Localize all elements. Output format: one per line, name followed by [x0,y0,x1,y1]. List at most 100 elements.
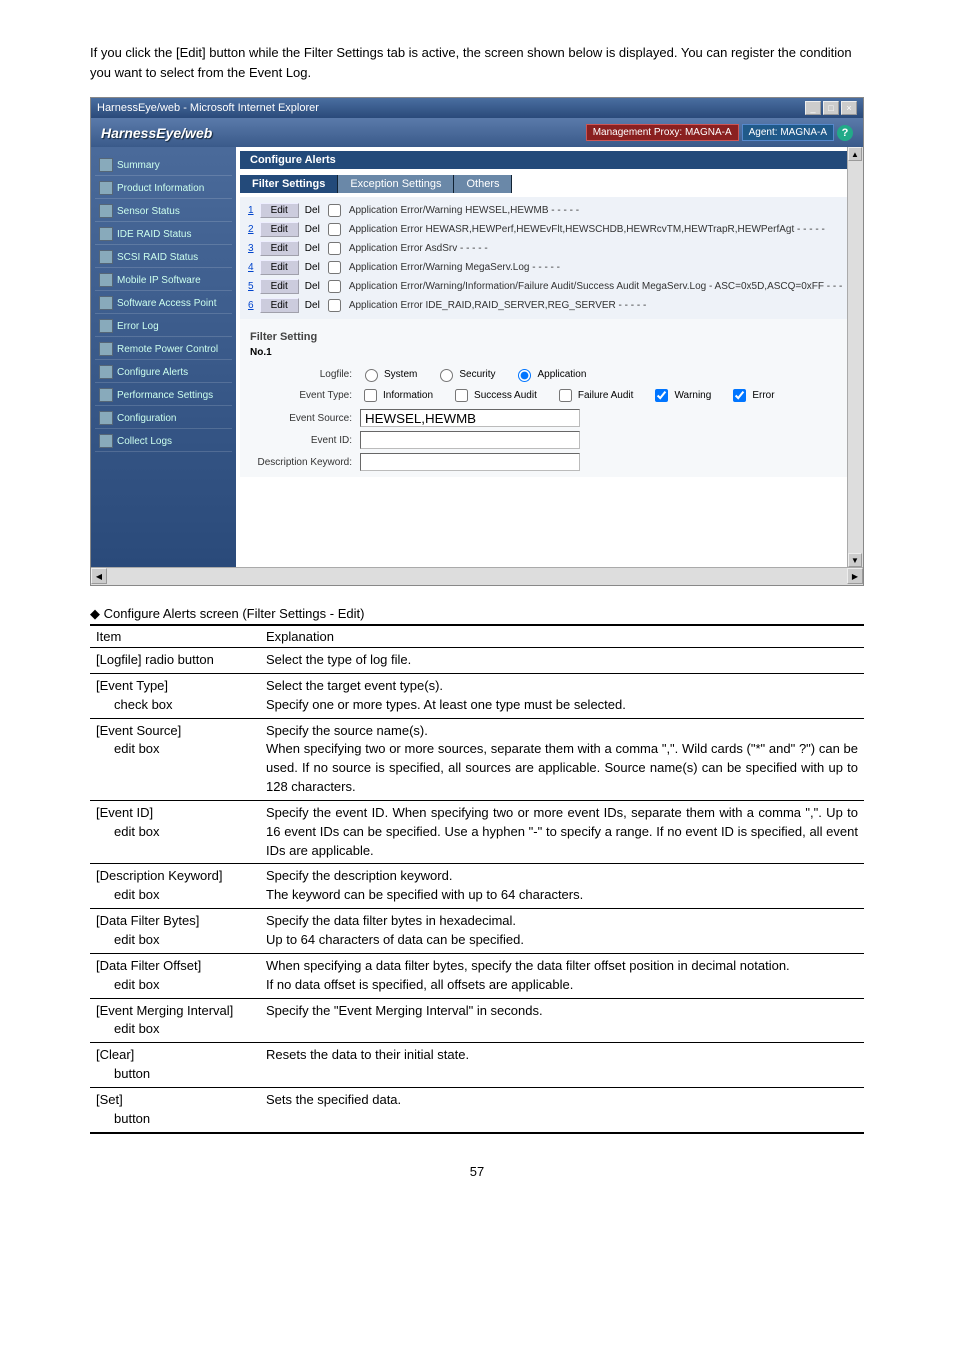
tab-others[interactable]: Others [454,175,512,193]
del-checkbox[interactable] [328,280,341,293]
event-type-checkbox[interactable] [655,389,668,402]
sidebar-item[interactable]: SCSI RAID Status [95,247,232,268]
event-type-option-label: Information [383,390,433,401]
logfile-radio[interactable] [440,369,453,382]
spec-item: [Data Filter Bytes]edit box [90,909,260,954]
sidebar-item-label: Performance Settings [117,390,213,401]
sidebar-item[interactable]: Software Access Point [95,293,232,314]
row-number-link[interactable]: 2 [248,224,254,235]
logfile-radio[interactable] [365,369,378,382]
edit-button[interactable]: Edit [260,241,299,256]
row-number-link[interactable]: 3 [248,243,254,254]
scroll-left-icon[interactable]: ◀ [91,568,107,584]
sidebar-icon [99,411,113,425]
row-number-link[interactable]: 6 [248,300,254,311]
sidebar-icon [99,434,113,448]
brand-bar: HarnessEye/web Management Proxy: MAGNA-A… [91,118,863,147]
sidebar-item[interactable]: Configuration [95,408,232,429]
event-type-option[interactable]: Information [360,386,433,405]
row-number-link[interactable]: 5 [248,281,254,292]
event-source-input[interactable] [360,409,580,427]
event-type-option[interactable]: Warning [651,386,711,405]
scroll-down-icon[interactable]: ▼ [848,553,862,567]
event-type-checkbox[interactable] [559,389,572,402]
logfile-label: Logfile: [250,369,360,380]
agent-badge: Agent: MAGNA-A [742,124,834,141]
sidebar-item[interactable]: Collect Logs [95,431,232,452]
spec-row: [Event Type]check boxSelect the target e… [90,673,864,718]
sidebar-item[interactable]: Sensor Status [95,201,232,222]
logfile-radio[interactable] [518,369,531,382]
sidebar-item[interactable]: Summary [95,155,232,176]
tab-filter-settings[interactable]: Filter Settings [240,175,338,193]
event-type-option[interactable]: Error [729,386,774,405]
spec-item: [Event ID]edit box [90,800,260,864]
event-type-option-label: Warning [674,390,711,401]
event-type-option-label: Failure Audit [578,390,634,401]
row-description: Application Error AsdSrv - - - - - [349,243,851,254]
close-button[interactable]: × [841,101,857,115]
row-description: Application Error/Warning HEWSEL,HEWMB -… [349,205,851,216]
spec-item: [Event Merging Interval]edit box [90,998,260,1043]
sidebar-item[interactable]: IDE RAID Status [95,224,232,245]
edit-button[interactable]: Edit [260,279,299,294]
spec-item: [Event Type]check box [90,673,260,718]
spec-explanation: Specify the source name(s).When specifyi… [260,718,864,800]
spec-explanation: Specify the event ID. When specifying tw… [260,800,864,864]
edit-button[interactable]: Edit [260,298,299,313]
row-number-link[interactable]: 1 [248,205,254,216]
sidebar-icon [99,296,113,310]
horizontal-scrollbar[interactable]: ◀ ▶ [91,567,863,585]
sidebar-item[interactable]: Performance Settings [95,385,232,406]
filter-setting-title: Filter Setting [250,331,849,343]
minimize-button[interactable]: _ [805,101,821,115]
scroll-up-icon[interactable]: ▲ [848,147,862,161]
event-type-checkbox[interactable] [455,389,468,402]
del-checkbox[interactable] [328,204,341,217]
filter-row: 3EditDelApplication Error AsdSrv - - - -… [244,239,855,258]
filter-setting-panel: Filter Setting No.1 Logfile: SystemSecur… [240,319,859,477]
maximize-button[interactable]: □ [823,101,839,115]
event-type-option[interactable]: Success Audit [451,386,537,405]
sidebar-item[interactable]: Product Information [95,178,232,199]
logfile-option-label: Security [459,369,495,380]
sidebar-item[interactable]: Mobile IP Software [95,270,232,291]
scroll-right-icon[interactable]: ▶ [847,568,863,584]
sidebar-icon [99,273,113,287]
vertical-scrollbar[interactable]: ▲ ▼ [847,147,863,567]
row-description: Application Error HEWASR,HEWPerf,HEWEvFl… [349,224,851,235]
sidebar-item[interactable]: Error Log [95,316,232,337]
sidebar-item-label: IDE RAID Status [117,229,191,240]
edit-button[interactable]: Edit [260,222,299,237]
sidebar-icon [99,158,113,172]
event-id-input[interactable] [360,431,580,449]
sidebar-item[interactable]: Remote Power Control [95,339,232,360]
window-title: HarnessEye/web - Microsoft Internet Expl… [97,102,803,114]
tab-bar: Filter Settings Exception Settings Other… [240,175,859,193]
logfile-option[interactable]: Application [513,366,586,382]
desc-keyword-input[interactable] [360,453,580,471]
del-checkbox[interactable] [328,299,341,312]
help-icon[interactable]: ? [837,125,853,141]
sidebar-item[interactable]: Configure Alerts [95,362,232,383]
del-checkbox[interactable] [328,223,341,236]
row-description: Application Error IDE_RAID,RAID_SERVER,R… [349,300,851,311]
row-description: Application Error/Warning MegaServ.Log -… [349,262,851,273]
del-checkbox[interactable] [328,261,341,274]
event-type-checkbox[interactable] [733,389,746,402]
filter-row: 2EditDelApplication Error HEWASR,HEWPerf… [244,220,855,239]
row-number-link[interactable]: 4 [248,262,254,273]
del-checkbox[interactable] [328,242,341,255]
del-label: Del [305,262,320,273]
event-type-option[interactable]: Failure Audit [555,386,634,405]
logfile-option[interactable]: System [360,366,417,382]
main-panel: Configure Alerts Filter Settings Excepti… [236,147,863,567]
logfile-radios: System Security Application [360,366,849,382]
logfile-option[interactable]: Security [435,366,495,382]
event-type-checkbox[interactable] [364,389,377,402]
sidebar-item-label: Software Access Point [117,298,217,309]
edit-button[interactable]: Edit [260,260,299,275]
spec-item: [Event Source]edit box [90,718,260,800]
edit-button[interactable]: Edit [260,203,299,218]
tab-exception-settings[interactable]: Exception Settings [338,175,454,193]
